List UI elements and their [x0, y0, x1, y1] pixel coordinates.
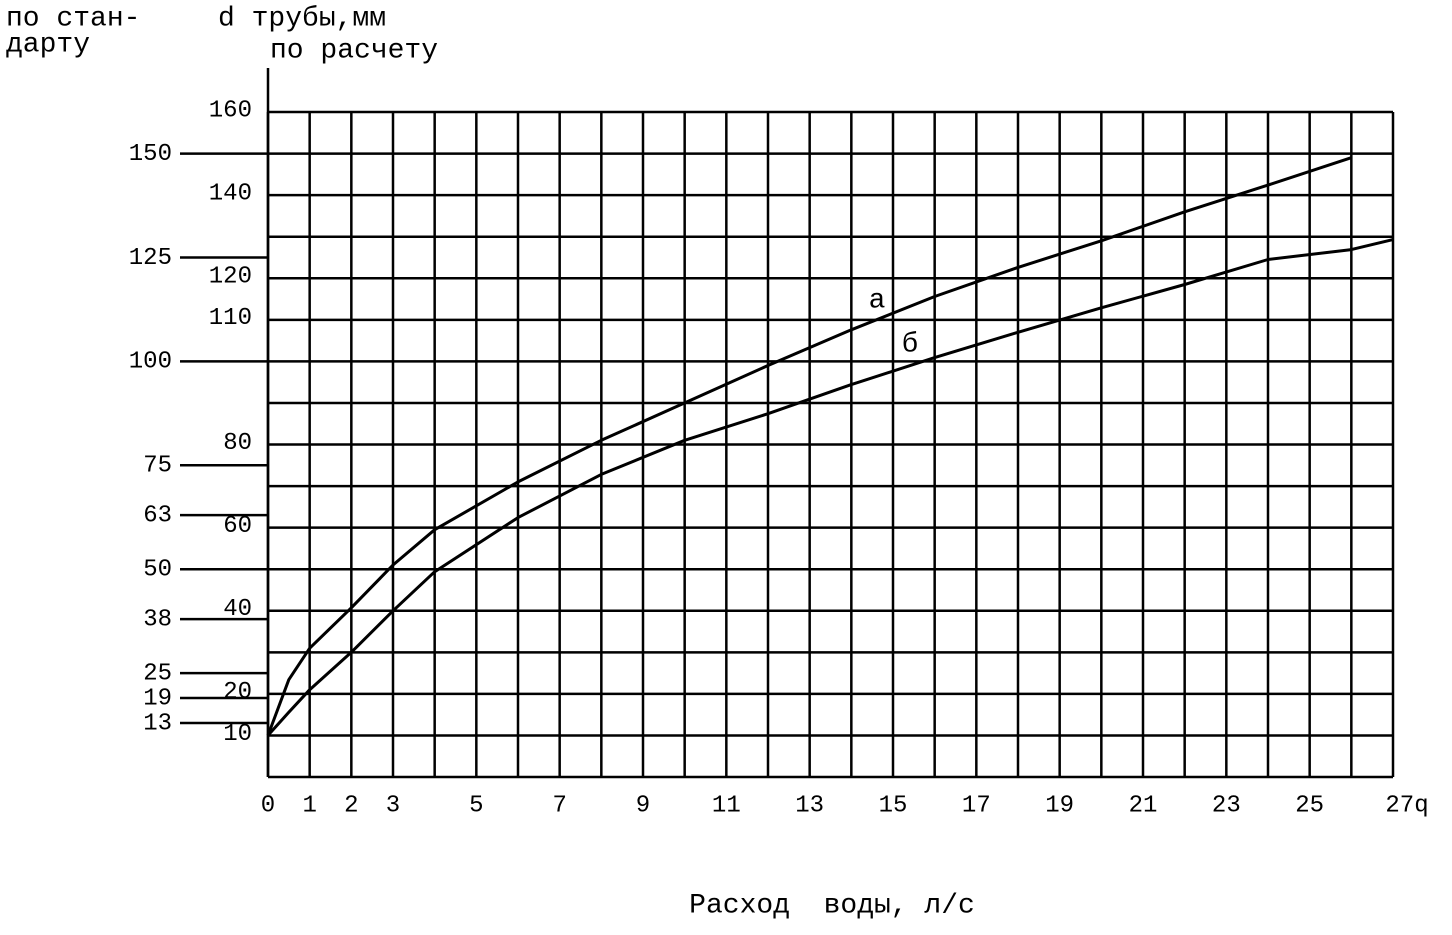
x-tick-label: 0: [261, 792, 275, 819]
y-tick-label: 80: [223, 430, 252, 457]
x-tick-label: 15: [879, 792, 908, 819]
y2-tick-label: 100: [129, 349, 172, 376]
y-tick-label: 20: [223, 679, 252, 706]
y-tick-label: 60: [223, 513, 252, 540]
y2-tick-label: 13: [143, 710, 172, 737]
y-label: d трубы,мм: [218, 3, 386, 34]
x-tick-label: 25: [1295, 792, 1324, 819]
y2-tick-label: 150: [129, 141, 172, 168]
x-tick-label: 5: [469, 792, 483, 819]
y2-tick-label: 25: [143, 660, 172, 687]
x-tick-label: 1: [302, 792, 316, 819]
y2-tick-label: 75: [143, 453, 172, 480]
y2-tick-label: 63: [143, 503, 172, 530]
x-tick-label: 19: [1045, 792, 1074, 819]
y2-tick-label: 50: [143, 557, 172, 584]
y2-tick-label: 19: [143, 685, 172, 712]
x-tick-label: 9: [636, 792, 650, 819]
y-tick-label: 110: [209, 305, 252, 332]
x-tick-label: 23: [1212, 792, 1241, 819]
y2-tick-label: 38: [143, 606, 172, 633]
x-label: Расход воды, л/с: [689, 890, 975, 921]
y-tick-label: 120: [209, 264, 252, 291]
y2-tick-label: 125: [129, 245, 172, 272]
x-tick-label: 21: [1129, 792, 1158, 819]
x-tick-label: 17: [962, 792, 991, 819]
y-tick-label: 10: [223, 721, 252, 748]
x-tick-label: 3: [386, 792, 400, 819]
y-tick-label: 160: [209, 97, 252, 124]
curve-label: б: [902, 329, 919, 360]
x-tick-label: 7: [552, 792, 566, 819]
x-tick-label: 2: [344, 792, 358, 819]
y-label-calc: по расчету: [270, 35, 438, 66]
y-label-standard: по стан-: [6, 3, 140, 34]
curve: [266, 156, 1352, 736]
x-tick-label: 13: [795, 792, 824, 819]
x-tick-label: 27q: [1385, 792, 1428, 819]
curve: [266, 238, 1394, 737]
y-label-standard: дарту: [6, 29, 90, 60]
x-tick-label: 11: [712, 792, 741, 819]
y-tick-label: 140: [209, 180, 252, 207]
curve-label: а: [869, 285, 886, 316]
